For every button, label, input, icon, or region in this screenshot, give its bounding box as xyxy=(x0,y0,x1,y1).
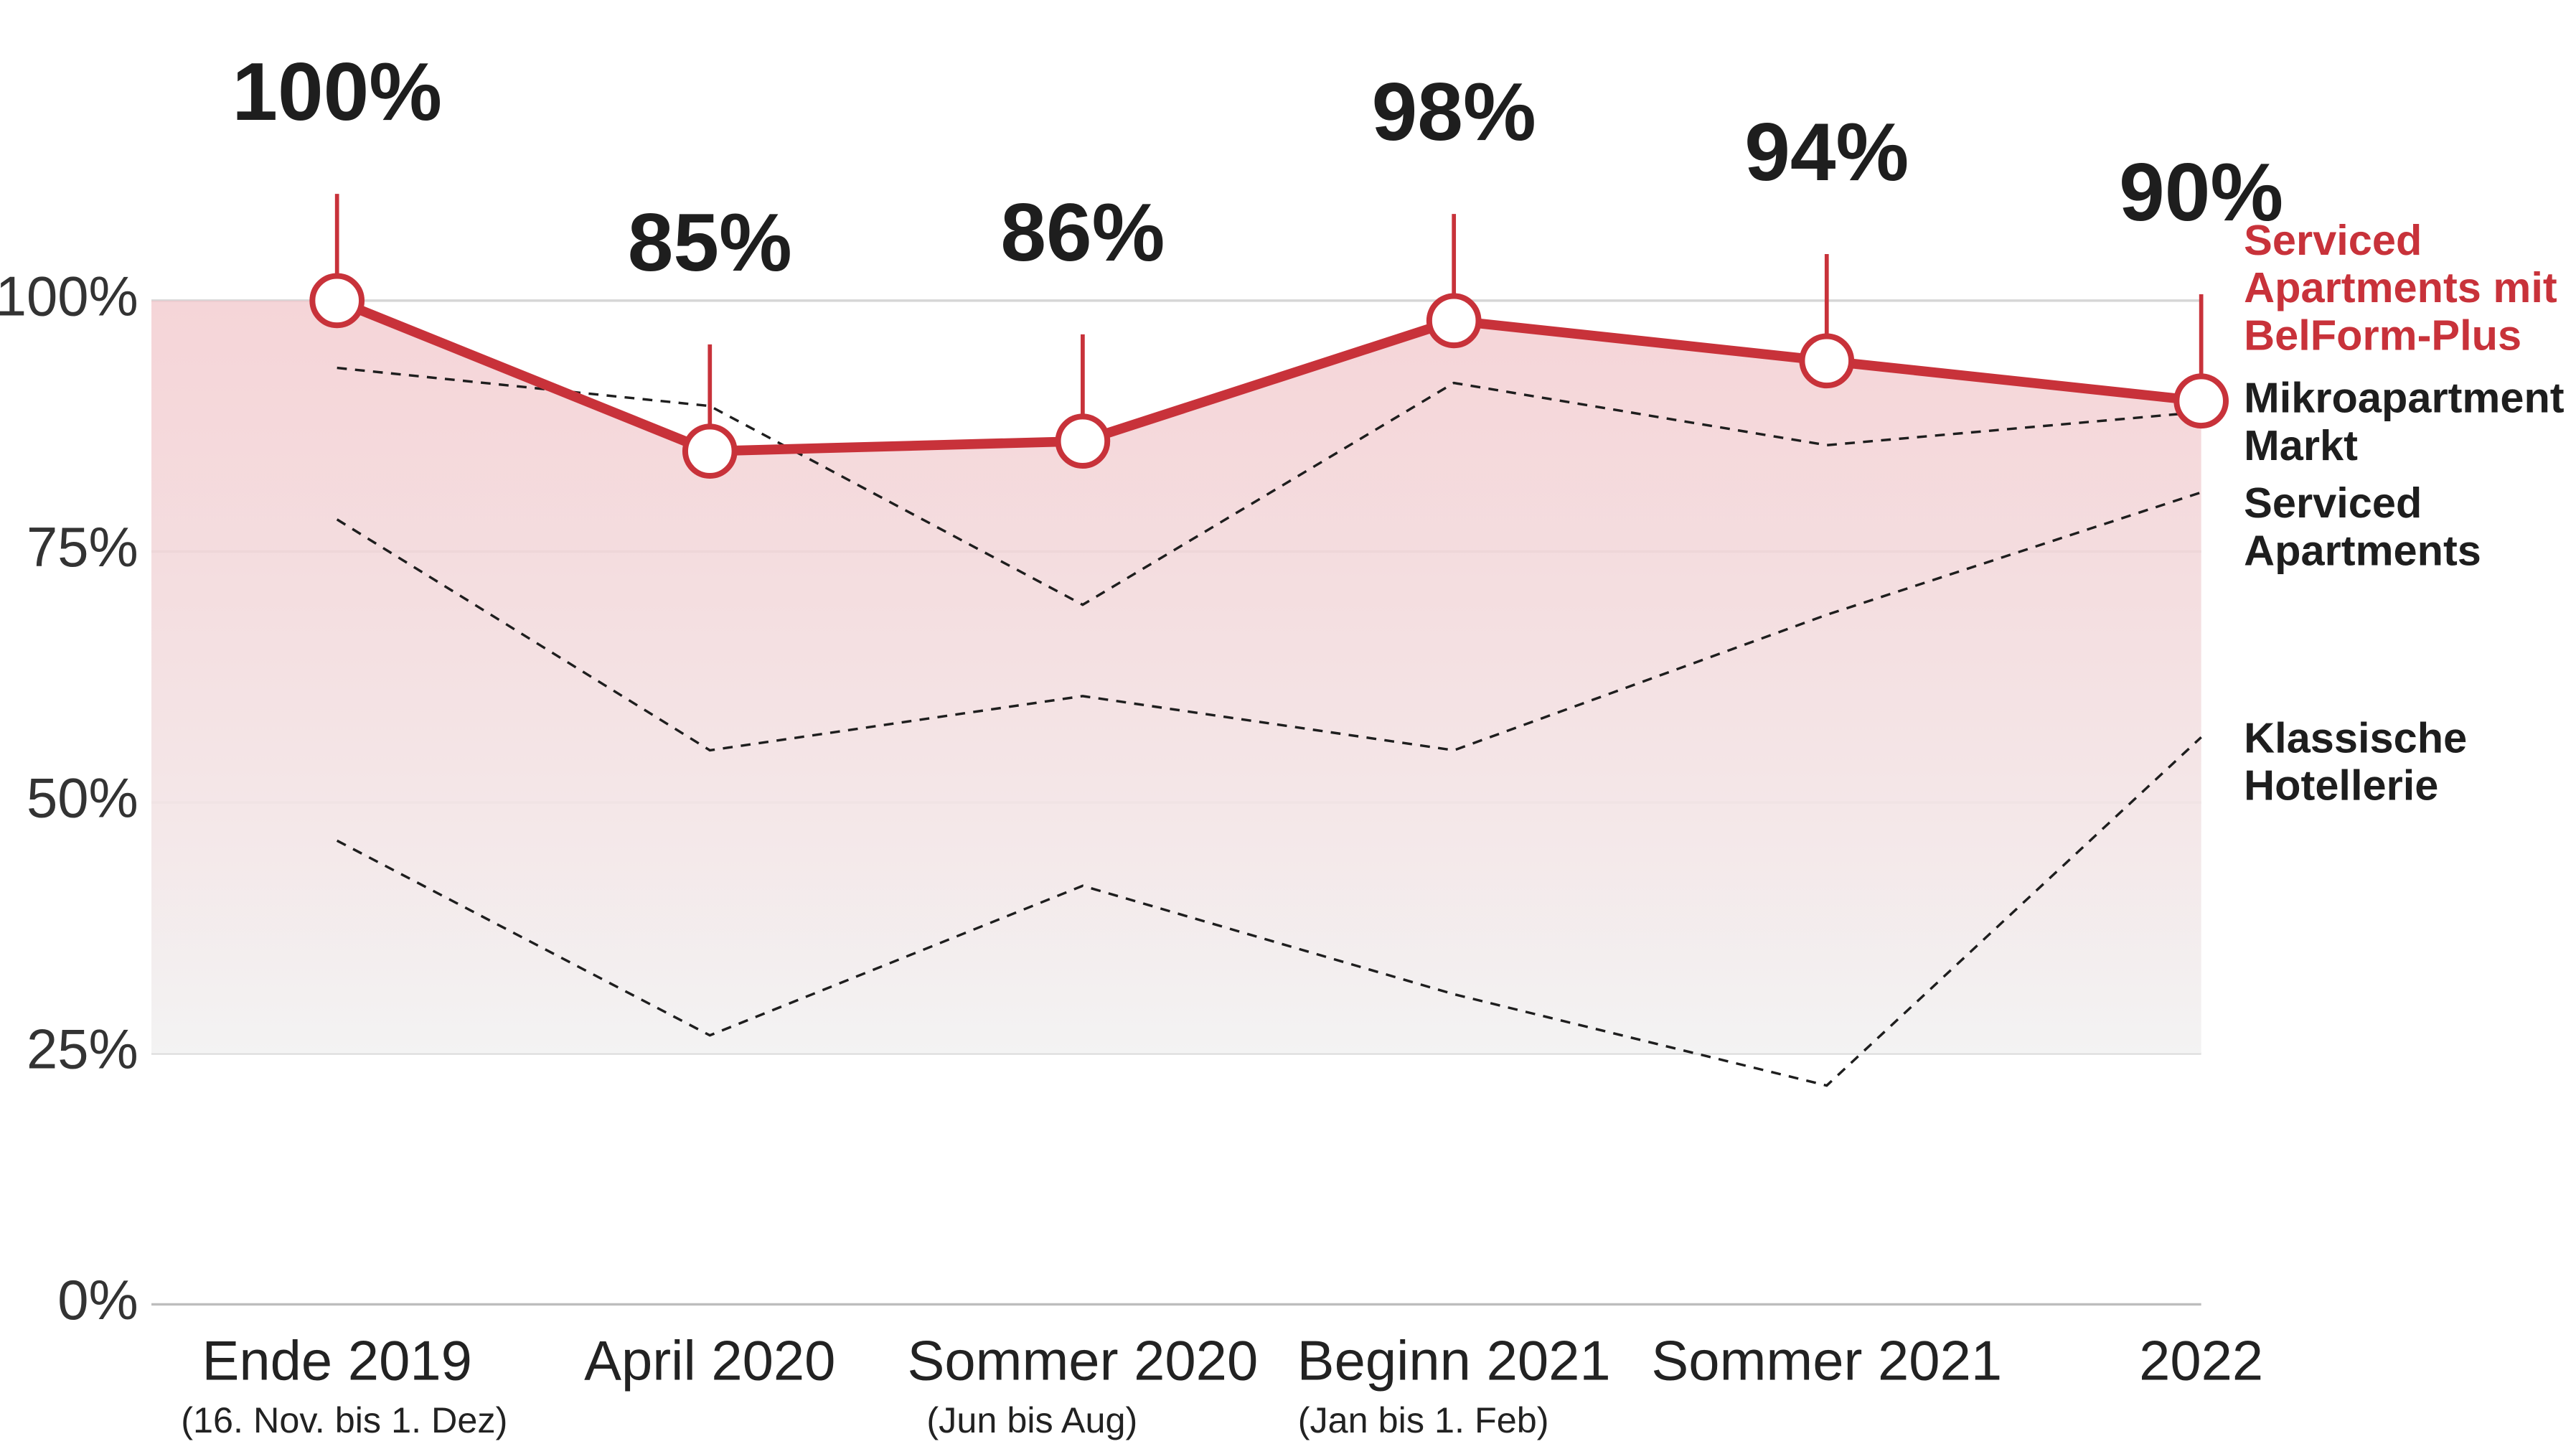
value-label: 90% xyxy=(2119,146,2283,238)
value-label: 100% xyxy=(232,46,442,138)
point xyxy=(2173,373,2229,429)
x-tick-label: Sommer 2021 xyxy=(1651,1331,2002,1392)
x-tick-label: Ende 2019 xyxy=(202,1331,471,1392)
main-line xyxy=(335,296,2202,456)
point xyxy=(1055,413,1111,469)
dashed-line xyxy=(337,366,2201,606)
x-tick-label: April 2020 xyxy=(584,1331,835,1392)
x-tick-label: Sommer 2020 xyxy=(908,1331,1259,1392)
legend-label: Serviced Apartments xyxy=(2244,479,2481,576)
y-tick-label: 75% xyxy=(27,517,138,578)
point xyxy=(1426,293,1482,349)
area-fill xyxy=(151,300,2201,1054)
legend-label: Mikroapartment Markt xyxy=(2244,374,2565,470)
legend-item: Klassische Hotellerie xyxy=(2244,714,2468,810)
legend-item: Serviced Apartments xyxy=(2244,479,2481,576)
value-label: 98% xyxy=(1372,66,1536,158)
y-tick-label: 100% xyxy=(0,266,138,327)
y-tick-label: 25% xyxy=(27,1018,138,1080)
legend-item: Serviced Apartments mit BelForm-Plus xyxy=(2244,217,2557,360)
dashed-line xyxy=(336,736,2202,1087)
dashed-line xyxy=(336,491,2202,752)
value-label: 86% xyxy=(1000,187,1165,278)
x-tick-label: Beginn 2021 xyxy=(1297,1331,1611,1392)
legend-label: Serviced Apartments mit BelForm-Plus xyxy=(2244,217,2557,360)
x-tick-note: (16. Nov. bis 1. Dez) xyxy=(181,1400,507,1440)
point xyxy=(309,273,365,329)
x-tick-note: (Jun bis Aug) xyxy=(926,1400,1137,1440)
point xyxy=(682,423,738,479)
value-label: 85% xyxy=(628,197,792,289)
y-tick-label: 50% xyxy=(27,768,138,830)
legend-label: Klassische Hotellerie xyxy=(2244,714,2468,810)
y-tick-label: 0% xyxy=(57,1270,138,1331)
x-tick-label: 2022 xyxy=(2139,1331,2263,1392)
legend-item: Mikroapartment Markt xyxy=(2244,374,2565,470)
x-tick-note: (Jan bis 1. Feb) xyxy=(1298,1400,1549,1440)
point xyxy=(1799,333,1855,389)
value-label: 94% xyxy=(1744,106,1909,198)
